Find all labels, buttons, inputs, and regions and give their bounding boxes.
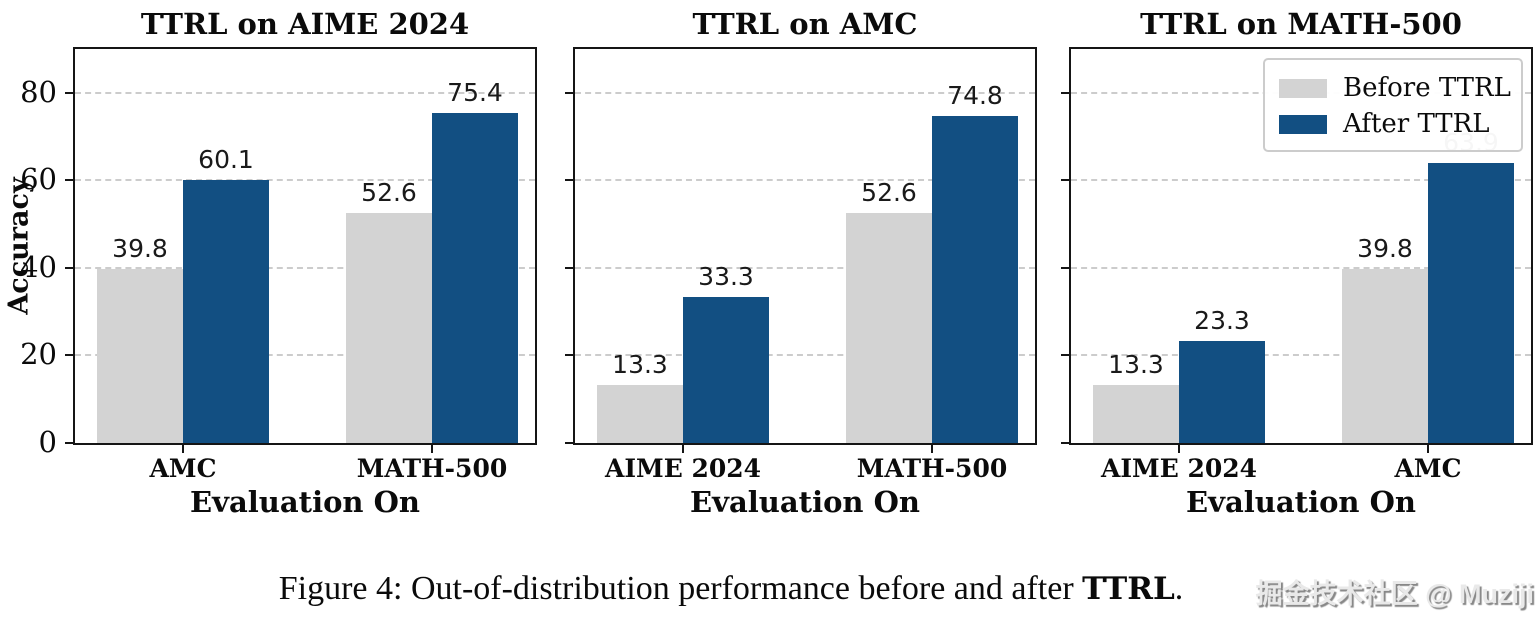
chart-panel-math500: TTRL on MATH-500 Evaluation On Before TT… (1061, 7, 1533, 519)
x-tick-label: AMC (149, 454, 217, 483)
gridline (1071, 179, 1531, 182)
gridline (575, 354, 1035, 357)
y-tick-label: 60 (20, 162, 57, 197)
bar-value-label: 23.3 (1194, 306, 1250, 335)
bar-value-label: 52.6 (361, 177, 417, 207)
legend-label: Before TTRL (1343, 73, 1511, 103)
bar-before-ttrl (1342, 268, 1428, 443)
x-tick-label: AIME 2024 (1100, 454, 1258, 483)
bar-before-ttrl (346, 212, 432, 443)
x-tick-mark (682, 445, 684, 453)
gridline (575, 179, 1035, 182)
watermark: 掘金技术社区 @ Muziji (1255, 579, 1534, 609)
legend-row-after: After TTRL (1279, 106, 1509, 142)
bar-value-label: 39.8 (112, 233, 168, 263)
x-tick-label: MATH-500 (856, 454, 1008, 483)
gridline (75, 91, 535, 94)
y-tick-mark (1061, 91, 1069, 94)
legend-label: After TTRL (1343, 109, 1490, 139)
bar-after-ttrl (183, 179, 269, 443)
y-tick-mark (565, 179, 573, 182)
bar-after-ttrl (932, 115, 1018, 443)
caption-period: . (1174, 570, 1184, 607)
x-tick-mark (931, 445, 933, 453)
bar-before-ttrl (1093, 384, 1179, 443)
y-tick-mark (65, 179, 73, 182)
gridline (1071, 266, 1531, 269)
bar-before-ttrl (846, 212, 932, 443)
x-axis-label: Evaluation On (690, 485, 920, 519)
chart-title: TTRL on MATH-500 (1140, 7, 1462, 41)
gridline (75, 354, 535, 357)
bar-value-label: 39.8 (1357, 233, 1413, 263)
bar-value-label: 75.4 (447, 77, 503, 107)
x-axis-label: Evaluation On (190, 485, 420, 519)
x-axis-label: Evaluation On (1186, 485, 1416, 519)
bar-after-ttrl (683, 297, 769, 443)
gridline (75, 179, 535, 182)
chart-title: TTRL on AIME 2024 (140, 7, 470, 41)
x-tick-mark (1427, 445, 1429, 453)
gridline (1071, 354, 1531, 357)
y-tick-mark (565, 442, 573, 444)
y-tick-label: 40 (20, 249, 57, 284)
bar-value-label: 13.3 (612, 349, 668, 379)
y-tick-mark (65, 91, 73, 94)
y-tick-mark (1061, 266, 1069, 269)
bar-value-label: 52.6 (861, 177, 917, 207)
y-tick-mark (1061, 354, 1069, 357)
gridline (575, 91, 1035, 94)
y-tick-label: 0 (38, 425, 57, 459)
gridline (75, 266, 535, 269)
bar-after-ttrl (1428, 163, 1514, 443)
x-tick-mark (1178, 445, 1180, 453)
after-ttrl-swatch (1279, 114, 1327, 134)
y-tick-label: 80 (20, 74, 57, 109)
x-tick-mark (431, 445, 433, 453)
y-tick-mark (565, 91, 573, 94)
gridline (575, 266, 1035, 269)
y-tick-mark (65, 266, 73, 269)
bar-after-ttrl (432, 112, 518, 443)
y-tick-mark (565, 266, 573, 269)
bar-value-label: 33.3 (698, 262, 754, 292)
legend: Before TTRL After TTRL (1263, 58, 1523, 152)
y-tick-mark (565, 354, 573, 357)
before-ttrl-swatch (1279, 78, 1327, 98)
figure-caption: Figure 4: Out-of-distribution performanc… (0, 570, 1540, 608)
chart-title: TTRL on AMC (692, 7, 918, 41)
y-tick-mark (1061, 442, 1069, 444)
bar-after-ttrl (1179, 341, 1265, 443)
bar-value-label: 13.3 (1108, 349, 1164, 379)
x-tick-label: MATH-500 (356, 454, 508, 483)
x-tick-label: AMC (1394, 454, 1462, 483)
bar-value-label: 60.1 (198, 144, 254, 174)
x-tick-mark (182, 445, 184, 453)
bar-before-ttrl (97, 268, 183, 443)
legend-row-before: Before TTRL (1279, 70, 1511, 106)
bar-before-ttrl (597, 384, 683, 443)
y-tick-mark (65, 354, 73, 357)
x-tick-label: AIME 2024 (604, 454, 762, 483)
chart-panel-aime2024: TTRL on AIME 2024 Accuracy Evaluation On… (4, 7, 537, 519)
bar-value-label: 74.8 (947, 80, 1003, 110)
y-tick-label: 20 (20, 337, 57, 372)
y-tick-mark (1061, 179, 1069, 182)
caption-text: Figure 4: Out-of-distribution performanc… (278, 570, 1083, 607)
y-tick-mark (65, 442, 73, 444)
y-axis-label: Accuracy (3, 177, 35, 315)
chart-panel-amc: TTRL on AMC Evaluation On 13.3 33.3 AIME 2… (565, 7, 1037, 519)
caption-bold-term: TTRL (1082, 571, 1175, 607)
